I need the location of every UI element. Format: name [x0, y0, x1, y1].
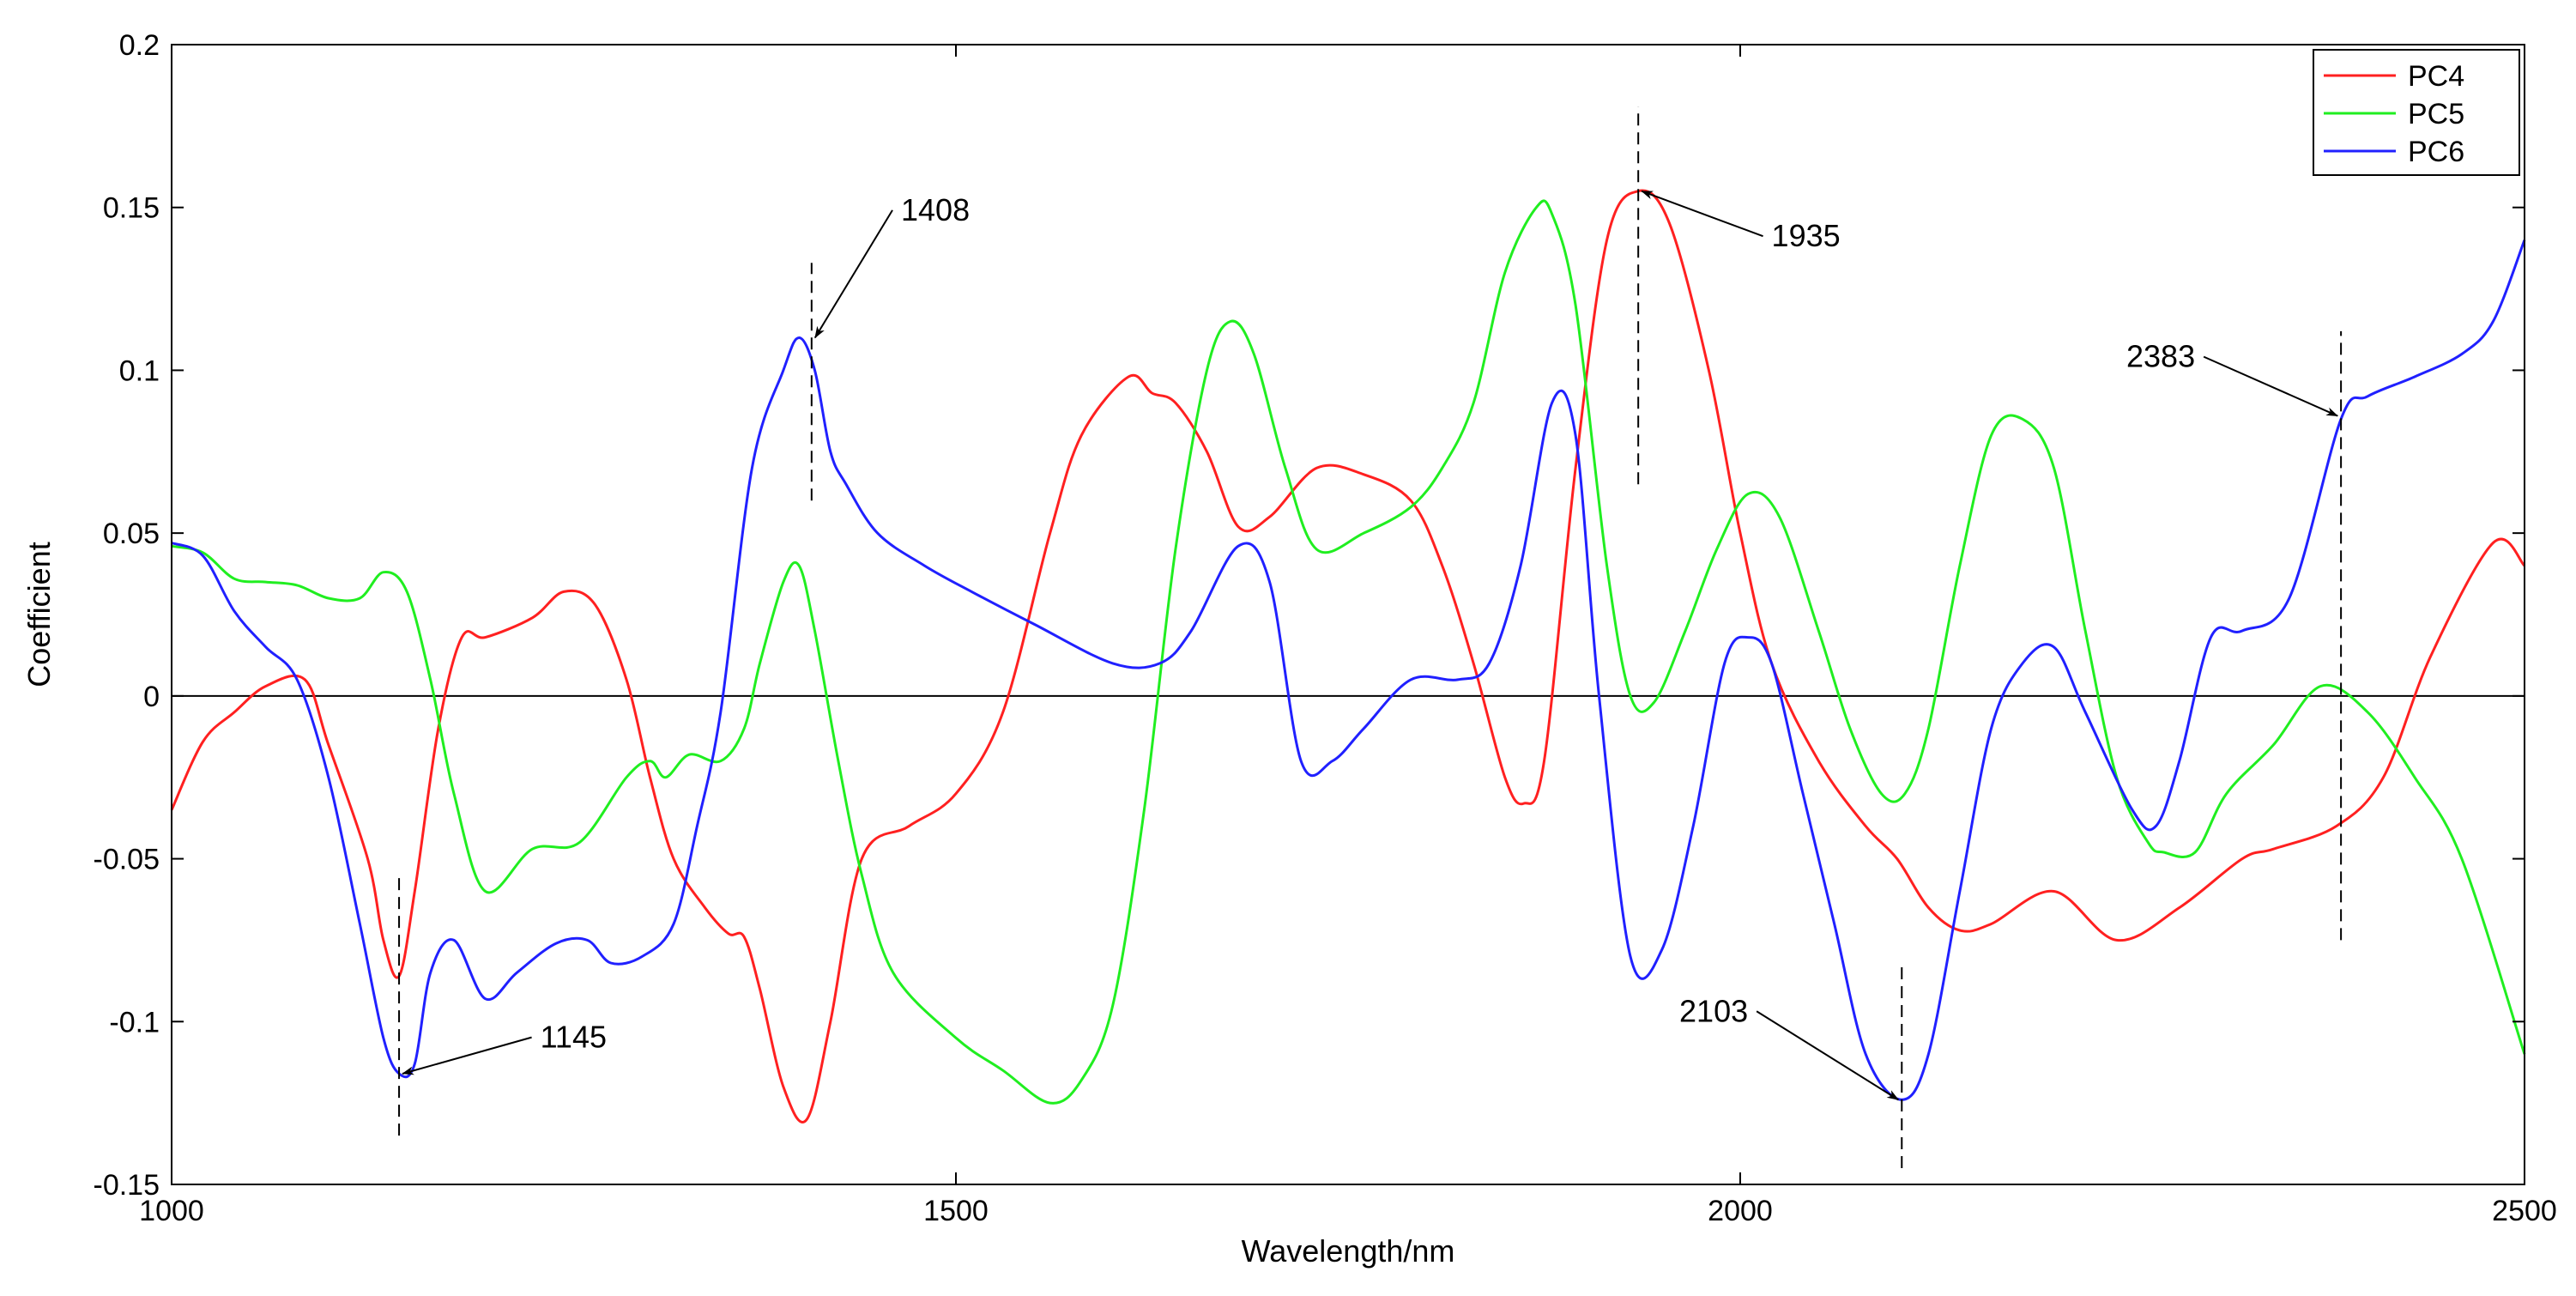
legend-label-pc5: PC5	[2408, 98, 2464, 130]
x-axis-label: Wavelength/nm	[1242, 1233, 1455, 1269]
annotations: 1145 1408 1935 2103 2383	[398, 106, 2343, 1169]
y-tick-label: -0.1	[109, 1006, 160, 1039]
axes: 1000 1500 2000 2500 -0.15 -0.1 -0.05 0 0.05 0.1 0.…	[94, 29, 2557, 1227]
plot-frame	[171, 44, 2525, 1185]
annotation-label: 2383	[2126, 339, 2195, 374]
x-tick-label: 2000	[1708, 1195, 1773, 1227]
series-line-pc5	[171, 199, 2526, 1105]
series-lines	[170, 189, 2526, 1123]
legend: PC4 PC5 PC6	[2313, 49, 2520, 176]
series-line-pc4	[170, 189, 2526, 1123]
annotation-arrow	[1756, 1010, 1900, 1101]
x-tick-label: 1000	[139, 1195, 204, 1227]
legend-label-pc4: PC4	[2408, 60, 2464, 93]
annotation-label: 1408	[901, 192, 970, 227]
annotation-2103: 2103	[1679, 962, 1903, 1169]
y-tick-label: 0.1	[119, 354, 160, 387]
annotation-label: 1145	[541, 1020, 607, 1055]
y-tick-label: 0	[143, 681, 160, 713]
annotation-2383: 2383	[2126, 330, 2343, 941]
plot-background	[172, 45, 2525, 1184]
y-tick-label: 0.05	[103, 518, 160, 550]
x-tick-label: 1500	[923, 1195, 989, 1227]
plot-area	[172, 45, 2525, 1184]
y-tick-label: -0.15	[94, 1169, 160, 1202]
annotation-label: 1935	[1772, 218, 1841, 253]
x-tick-label: 2500	[2492, 1195, 2557, 1227]
y-tick-label: 0.15	[103, 192, 160, 225]
annotation-arrow	[402, 1036, 532, 1075]
annotation-1145: 1145	[398, 875, 607, 1136]
y-axis-label: Coefficient	[21, 542, 57, 687]
y-tick-label: 0.2	[119, 29, 160, 62]
y-tick-label: -0.05	[94, 844, 160, 876]
annotation-label: 2103	[1679, 993, 1748, 1028]
series-line-pc6	[171, 239, 2526, 1101]
annotation-arrow	[1641, 190, 1763, 238]
annotation-arrow	[2203, 355, 2339, 417]
annotation-1935: 1935	[1637, 106, 1841, 485]
legend-label-pc6: PC6	[2408, 136, 2464, 168]
annotation-arrow	[813, 209, 893, 339]
annotation-1408: 1408	[810, 192, 970, 501]
